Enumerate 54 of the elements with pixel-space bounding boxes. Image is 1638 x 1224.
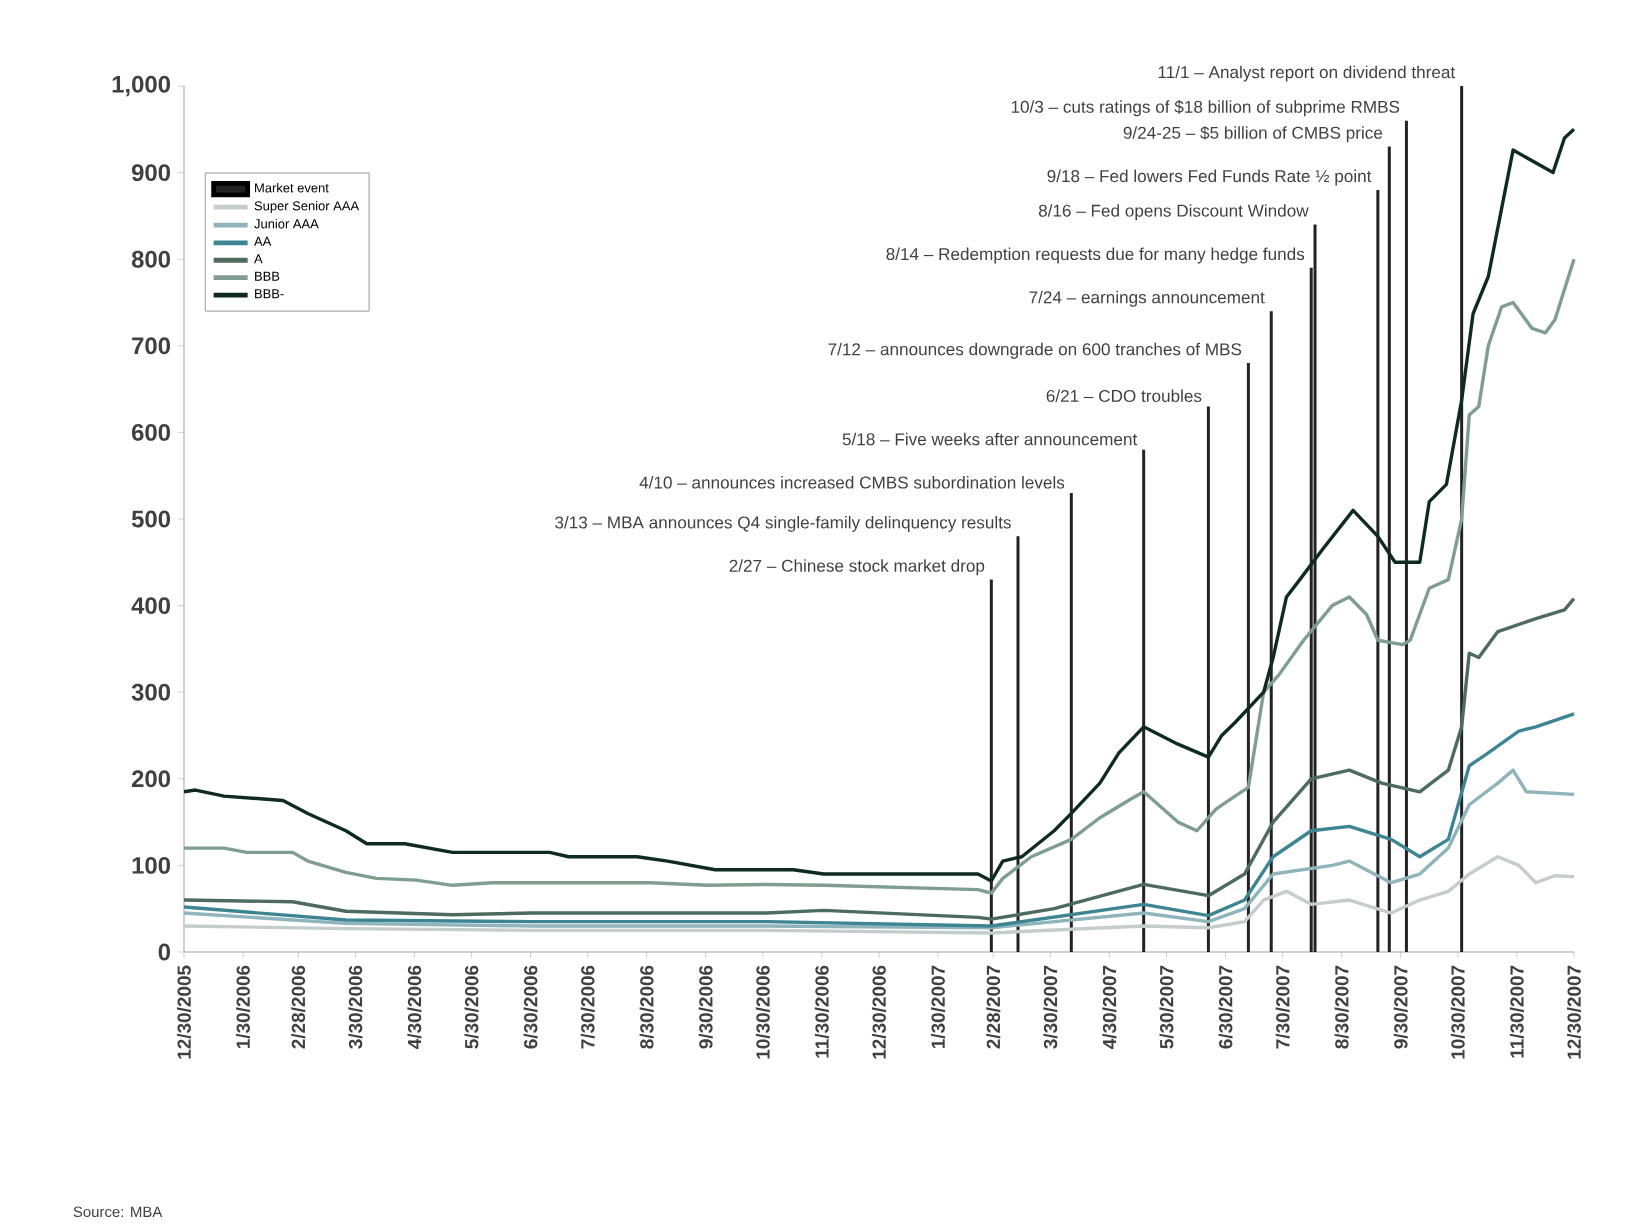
- y-tick-label: 900: [131, 164, 170, 182]
- x-tick-label: 12/30/2006: [871, 965, 887, 1059]
- y-tick-label: 200: [131, 770, 170, 788]
- x-tick-label: 11/30/2006: [814, 965, 829, 1058]
- x-tick-label: 10/30/2007: [1450, 965, 1465, 1059]
- annotation: 10/3 – cuts ratings of $18 billion of subprime RMBS: [1011, 100, 1400, 117]
- x-tick-label: 5/30/2006: [464, 965, 479, 1049]
- x-tick-label: 12/30/2005: [176, 965, 192, 1059]
- x-tick-label: 6/30/2006: [523, 965, 538, 1049]
- y-tick-label: 400: [131, 597, 170, 615]
- x-tick-label: 2/28/2007: [986, 965, 1001, 1049]
- y-tick-label: 700: [132, 337, 170, 355]
- annotation: 8/14 – Redemption requests due for many hedge funds: [886, 247, 1305, 264]
- x-tick-label: 1/30/2006: [235, 965, 251, 1049]
- y-tick-label: 0: [158, 943, 171, 961]
- line-series: [182, 768, 1576, 930]
- x-tick-label: 10/30/2006: [755, 965, 770, 1059]
- x-tick-label: 8/30/2007: [1334, 965, 1349, 1049]
- x-tick-label: 12/30/2007: [1566, 965, 1582, 1059]
- line-series: [182, 712, 1576, 928]
- x-tick-label: 5/30/2007: [1159, 965, 1174, 1049]
- annotation: 3/13 – MBA announces Q4 single-family delinquency results: [555, 516, 1011, 533]
- annotation: 8/16 – Fed opens Discount Window: [1038, 204, 1309, 221]
- annotation: 7/24 – earnings announcement: [1029, 290, 1265, 307]
- annotation: 4/10 – announces increased CMBS subordination levels: [639, 476, 1065, 489]
- x-tick-label: 3/30/2006: [348, 965, 363, 1049]
- x-tick-label: 9/30/2007: [1393, 965, 1408, 1049]
- line-series: [182, 597, 1576, 921]
- x-tick-label: 4/30/2006: [407, 965, 422, 1050]
- annotation: 9/24-25 – $5 billion of CMBS price: [1123, 126, 1383, 143]
- x-tick-label: 11/30/2007: [1509, 965, 1524, 1058]
- y-tick-label: 800: [131, 250, 170, 268]
- annotation: 7/12 – announces downgrade on 600 tranches of MBS: [828, 342, 1242, 359]
- y-tick-label: 300: [131, 683, 170, 701]
- y-tick-label: 1,000: [112, 75, 170, 97]
- annotation: 5/18 – Five weeks after announcement: [842, 432, 1138, 446]
- line-series: [182, 127, 1576, 883]
- annotation: 6/21 – CDO troubles: [1046, 389, 1202, 403]
- x-tick-label: 1/30/2007: [930, 965, 946, 1049]
- x-tick-label: 3/30/2007: [1043, 965, 1058, 1049]
- y-tick-label: 600: [131, 424, 170, 441]
- annotation: 9/18 – Fed lowers Fed Funds Rate ½ point: [1047, 169, 1372, 186]
- y-tick-label: 100: [132, 857, 170, 874]
- x-tick-label: 9/30/2006: [698, 965, 713, 1049]
- x-tick-label: 6/30/2007: [1218, 965, 1233, 1049]
- annotation: 11/1 – Analyst report on dividend threat: [1158, 65, 1456, 82]
- x-tick-label: 7/30/2007: [1275, 965, 1290, 1049]
- x-tick-label: 7/30/2006: [580, 965, 595, 1049]
- x-tick-label: 4/30/2007: [1102, 965, 1117, 1050]
- line-series: [182, 855, 1576, 935]
- y-tick-label: 500: [131, 510, 170, 528]
- annotation: 2/27 – Chinese stock market drop: [729, 559, 985, 576]
- x-tick-label: 8/30/2006: [639, 965, 654, 1049]
- x-tick-label: 2/28/2006: [291, 965, 306, 1049]
